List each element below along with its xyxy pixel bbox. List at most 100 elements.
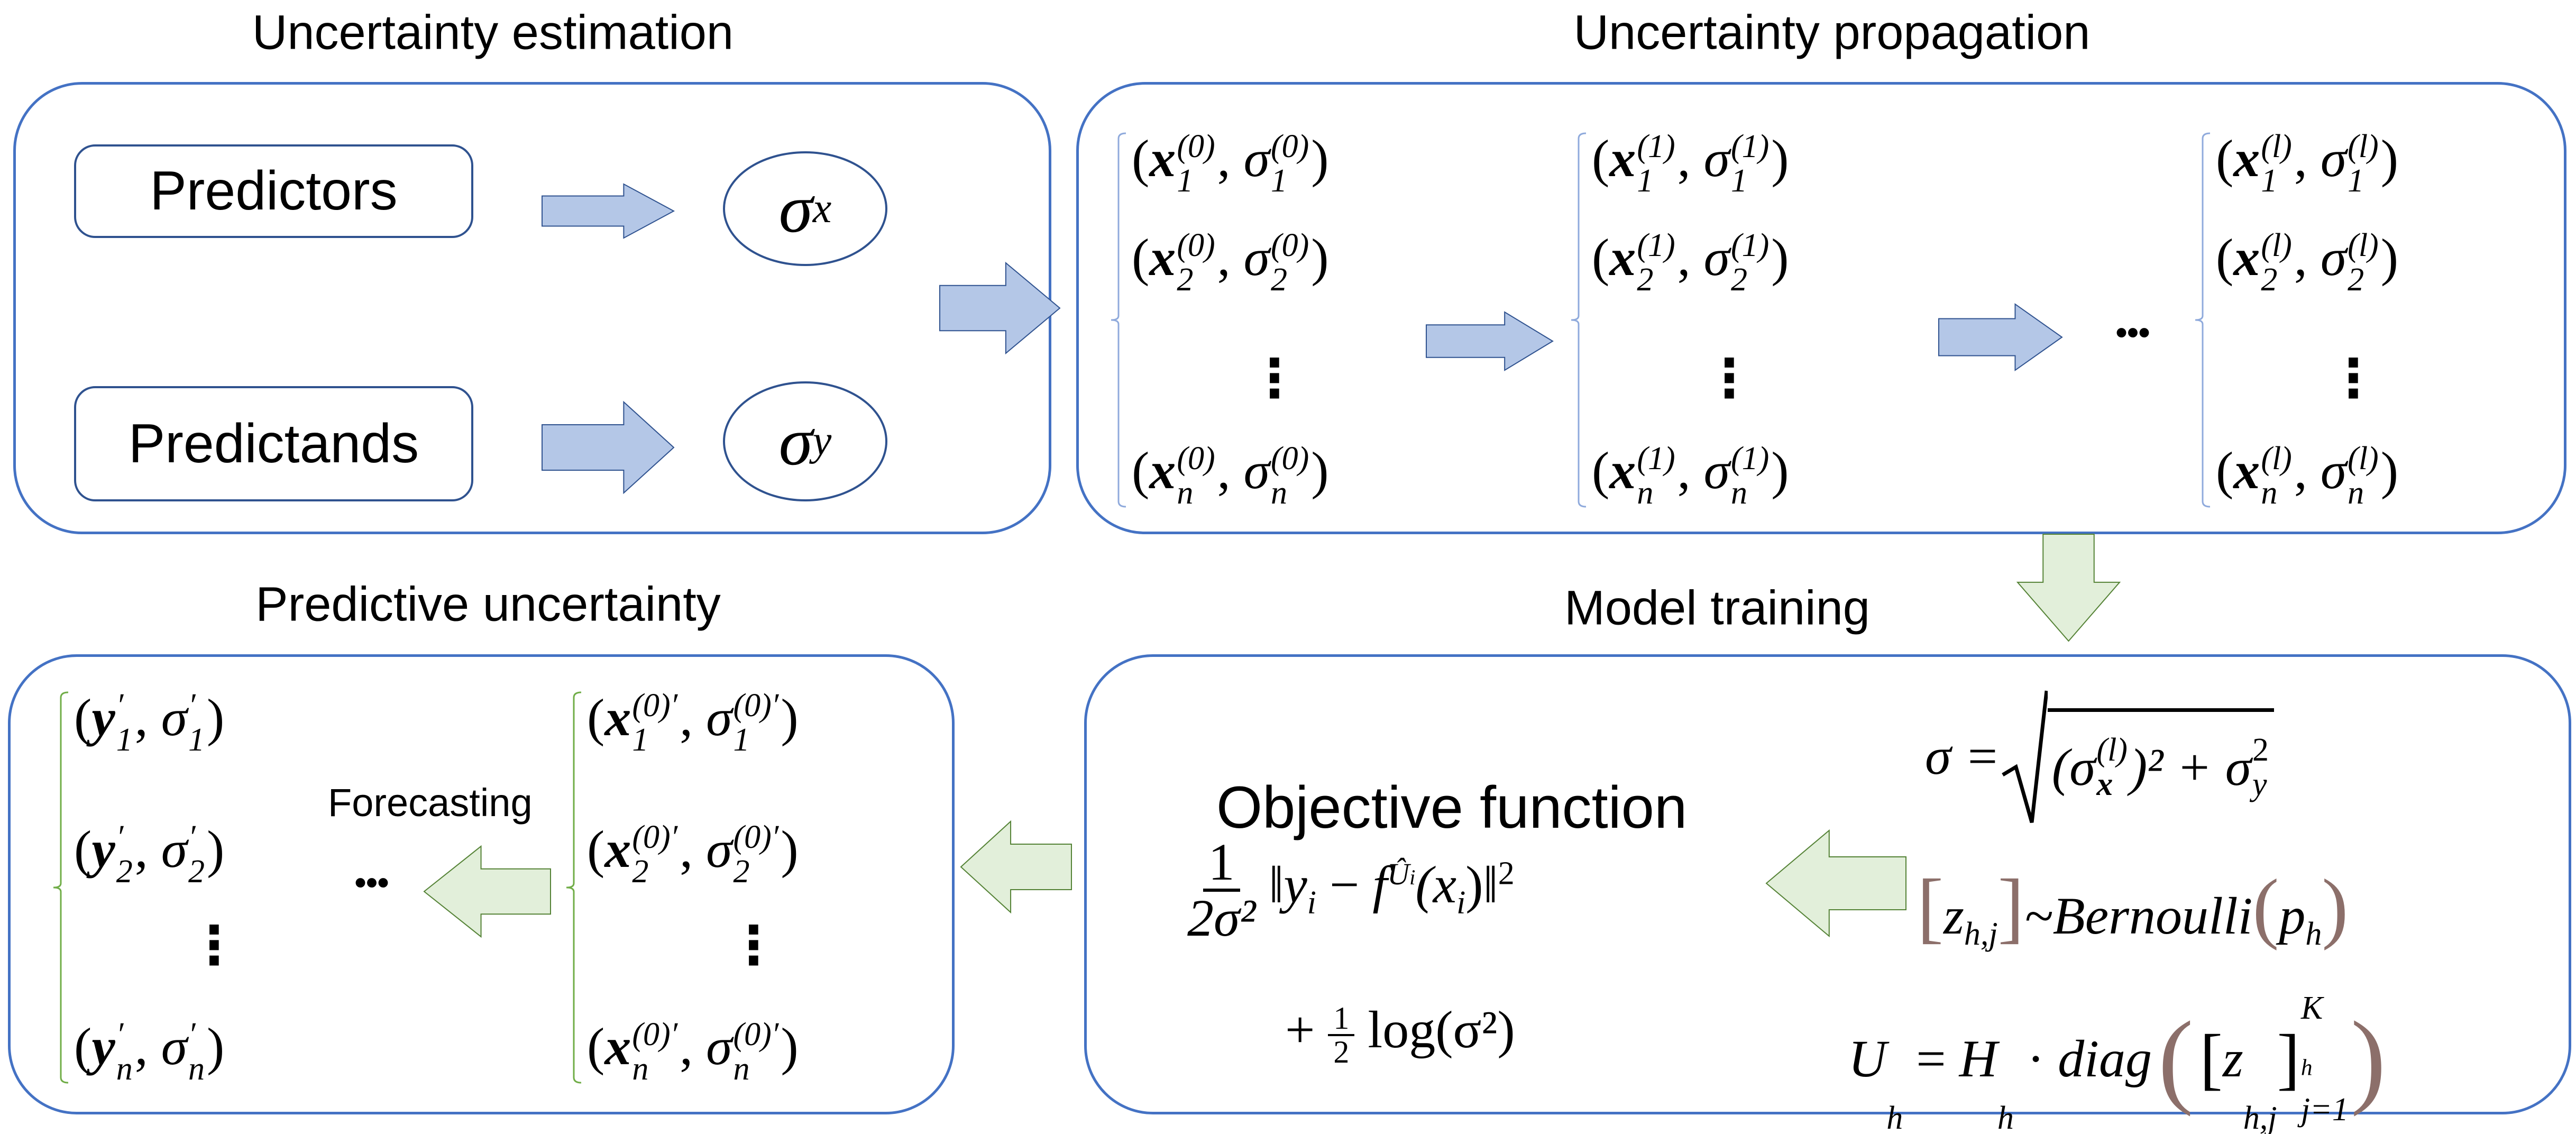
predictors-box: Predictors bbox=[74, 144, 473, 238]
norm-open: ‖ bbox=[1269, 855, 1284, 914]
subscript: 2 bbox=[733, 854, 750, 890]
tuple-row: (x (l) 2, σ (l) 2) bbox=[2216, 228, 2398, 297]
paren-open: ( bbox=[74, 819, 92, 879]
paren-open: ( bbox=[1132, 129, 1150, 188]
vertical-ellipsis: ⋮ bbox=[188, 914, 241, 976]
scripts: (0)′ 2 bbox=[734, 820, 779, 889]
var-x: x bbox=[604, 1017, 631, 1076]
paren-open: ( bbox=[2216, 129, 2234, 188]
superscript: (0) bbox=[1177, 128, 1215, 164]
denominator: 2 bbox=[1333, 1035, 1350, 1069]
comma: , bbox=[1217, 227, 1244, 287]
var-z: z bbox=[2222, 1029, 2243, 1089]
numerator: 1 bbox=[1328, 1002, 1355, 1036]
subscript: n bbox=[188, 1051, 205, 1087]
superscript: (l) bbox=[2261, 128, 2292, 164]
superscript: (0)′ bbox=[733, 687, 779, 724]
sigma-x-base: σ bbox=[778, 170, 813, 247]
paren-close: ) bbox=[1311, 441, 1329, 500]
scripts: (0) 1 bbox=[1177, 128, 1215, 199]
paren-close: ) bbox=[207, 1017, 225, 1076]
var-p: p bbox=[2279, 886, 2306, 945]
superscript: (0) bbox=[1177, 440, 1215, 477]
scripts: (1) 2 bbox=[1637, 228, 1675, 297]
superscript: ′ bbox=[116, 1016, 124, 1053]
paren-open: ( bbox=[587, 1017, 605, 1076]
subscript: 2 bbox=[632, 854, 649, 890]
superscript: (0) bbox=[1177, 227, 1215, 263]
tuple-row: (x (0) 1, σ (0) 1) bbox=[1132, 128, 1329, 199]
comma: , bbox=[680, 688, 707, 747]
var-x: x bbox=[1609, 129, 1636, 188]
subscript: n bbox=[733, 1051, 750, 1087]
superscript: (1) bbox=[1730, 440, 1770, 477]
paren-open: ( bbox=[2252, 863, 2279, 951]
minus: − bbox=[1316, 855, 1373, 914]
comma: , bbox=[2294, 227, 2321, 287]
tuple-row: (x (1) 1, σ (1) 1) bbox=[1592, 129, 1789, 198]
argument: (x bbox=[1415, 855, 1457, 914]
subscript: 2 bbox=[1270, 262, 1287, 298]
comma: , bbox=[1217, 441, 1244, 500]
var-sigma: σ bbox=[706, 1017, 732, 1076]
paren-open: ( bbox=[587, 688, 605, 747]
paren-open: ( bbox=[2216, 441, 2234, 500]
scripts: (1) n bbox=[1637, 441, 1675, 510]
var-sigma: σ bbox=[161, 688, 188, 747]
fraction: 1 2σ² bbox=[1187, 836, 1255, 945]
superscript: (0)′ bbox=[733, 819, 779, 855]
plus: + bbox=[1285, 1000, 1315, 1059]
paren-open: ( bbox=[1132, 227, 1150, 287]
paren-close: ) bbox=[2380, 129, 2399, 188]
paren-open: ( bbox=[1132, 441, 1150, 500]
subscript: n bbox=[632, 1051, 649, 1087]
brace-icon bbox=[566, 691, 582, 1084]
var-z: z bbox=[1943, 886, 1964, 945]
paren-close: ) bbox=[207, 688, 225, 747]
superscript: (0) bbox=[1270, 227, 1309, 263]
subscript: 2 bbox=[116, 854, 133, 890]
paren-close: ) bbox=[1771, 441, 1789, 500]
denominator: 2σ² bbox=[1187, 889, 1256, 947]
var-sigma: σ bbox=[1703, 129, 1730, 188]
scripts: ′ n bbox=[116, 1016, 133, 1087]
superscript: (l) bbox=[2348, 440, 2379, 477]
comma: , bbox=[680, 1017, 707, 1076]
subscript: 1 bbox=[1177, 163, 1194, 199]
subscript: n bbox=[116, 1051, 133, 1087]
paren-close: ) bbox=[1465, 855, 1483, 914]
subscript: n bbox=[1177, 475, 1194, 511]
sub-x: x bbox=[2096, 766, 2113, 802]
scripts: (0)′ n bbox=[733, 1017, 779, 1087]
var-sigma: σ bbox=[706, 819, 732, 879]
scripts: (0) n bbox=[1177, 440, 1215, 511]
subscript: 2 bbox=[188, 854, 205, 890]
var-sigma: σ bbox=[161, 1017, 188, 1076]
subscript: 2 bbox=[1177, 262, 1194, 298]
superscript: (0) bbox=[1270, 128, 1309, 164]
scripts: (l) n bbox=[2348, 440, 2379, 510]
tuple-row: (x (0)′ n, σ (0)′ n) bbox=[587, 1017, 799, 1087]
comma: , bbox=[1677, 441, 1704, 500]
tuple-row: (y ′ 2, σ ′ 2) bbox=[74, 820, 224, 889]
superscript: (0)′ bbox=[632, 687, 678, 724]
title-uncertainty-estimation: Uncertainty estimation bbox=[252, 5, 734, 60]
bernoulli-text: ~Bernoulli bbox=[2024, 886, 2253, 945]
paren-open: ( bbox=[1592, 441, 1610, 500]
sigma-y-sub: y bbox=[812, 418, 832, 464]
var-U: U bbox=[1848, 1029, 1887, 1089]
sub-h: h bbox=[1997, 1100, 2014, 1134]
comma: , bbox=[2294, 129, 2321, 188]
superscript: (l) bbox=[2348, 227, 2379, 263]
sub-hj: h,j bbox=[2243, 1100, 2277, 1134]
scripts: ′ n bbox=[188, 1017, 205, 1087]
subscript: n bbox=[2261, 475, 2278, 511]
brace-icon bbox=[2195, 132, 2211, 508]
sub-y: y bbox=[2252, 766, 2267, 802]
paren-close: ) bbox=[781, 688, 799, 747]
scripts: (1) n bbox=[1730, 440, 1770, 510]
tuple-row: (x (1) 2, σ (1) 2) bbox=[1592, 228, 1789, 297]
